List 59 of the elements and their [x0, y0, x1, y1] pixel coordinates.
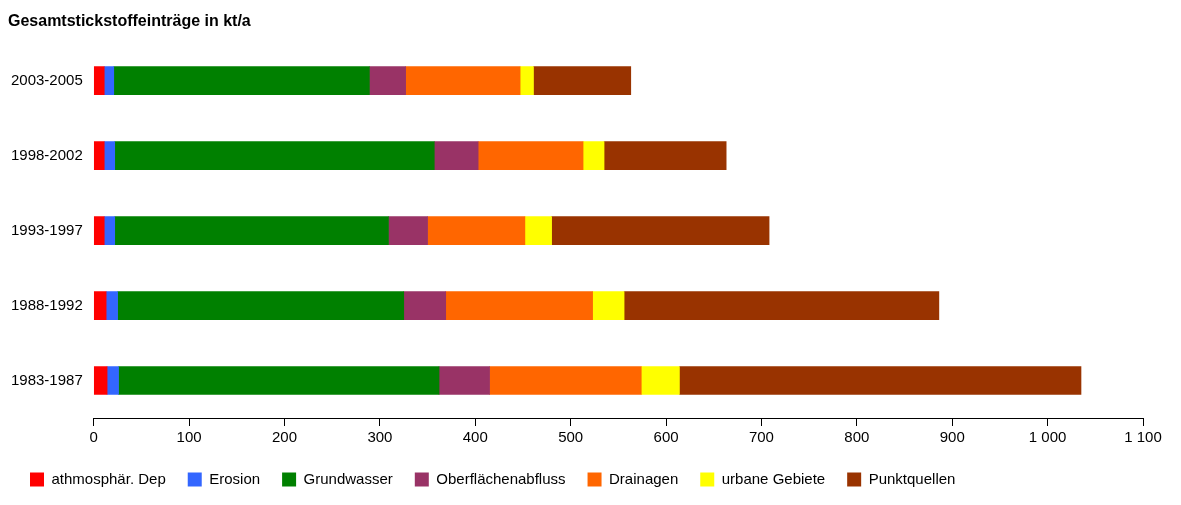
bar — [117, 291, 405, 320]
bar — [603, 141, 727, 170]
bar — [93, 66, 105, 96]
bar — [433, 141, 479, 170]
bar — [640, 366, 680, 395]
bar — [524, 216, 552, 245]
legend-label: Oberflächenabfluss — [436, 469, 566, 487]
bar — [114, 216, 389, 245]
x-tick-label: 1 100 — [1124, 428, 1162, 446]
legend-label: urbane Gebiete — [721, 469, 826, 487]
x-tick-label: 300 — [367, 428, 393, 446]
bar — [93, 366, 108, 395]
x-tick-label: 100 — [176, 428, 202, 446]
bar — [93, 216, 105, 245]
x-tick-label: 500 — [558, 428, 584, 446]
legend-label: athmosphär. Dep — [51, 469, 166, 487]
y-tick-label: 1993-1997 — [11, 220, 83, 238]
y-tick-label: 1988-1992 — [11, 295, 83, 313]
bar — [114, 141, 435, 170]
x-tick-label: 600 — [653, 428, 679, 446]
bar — [489, 366, 642, 395]
bar — [118, 366, 440, 395]
x-tick-label: 800 — [844, 428, 870, 446]
bar — [592, 291, 625, 320]
bar — [103, 216, 116, 245]
bar — [93, 291, 107, 320]
bar — [582, 141, 605, 170]
x-tick-label: 1 000 — [1028, 428, 1067, 446]
x-tick-label: 200 — [271, 428, 298, 446]
chart-title: Gesamtstickstoffeinträge in kt/a — [8, 12, 251, 30]
y-tick-label: 1998-2002 — [11, 145, 83, 163]
bar — [438, 366, 490, 395]
bar — [93, 141, 105, 170]
x-tick-label: 700 — [748, 428, 774, 446]
legend-label: Erosion — [209, 469, 261, 487]
legend-label: Punktquellen — [868, 469, 956, 487]
y-tick-label: 2003-2005 — [11, 70, 83, 88]
x-tick-label: 900 — [939, 428, 965, 446]
bar — [679, 366, 1082, 395]
bar — [533, 66, 632, 96]
bar — [405, 66, 521, 96]
bar — [388, 216, 428, 245]
y-tick-label: 1983-1987 — [11, 370, 83, 388]
x-tick-label: 400 — [462, 428, 488, 446]
legend-label: Grundwasser — [303, 469, 393, 487]
bar — [369, 66, 406, 96]
bar — [445, 291, 593, 320]
bar — [477, 141, 584, 170]
bar — [551, 216, 770, 245]
bar — [106, 366, 119, 395]
bar — [403, 291, 447, 320]
bar — [519, 66, 534, 96]
bar — [105, 291, 118, 320]
bar — [103, 141, 116, 170]
bar — [427, 216, 526, 245]
bar — [113, 66, 370, 96]
bar — [623, 291, 940, 320]
legend-label: Drainagen — [609, 469, 679, 487]
x-tick-label: 0 — [89, 428, 98, 446]
